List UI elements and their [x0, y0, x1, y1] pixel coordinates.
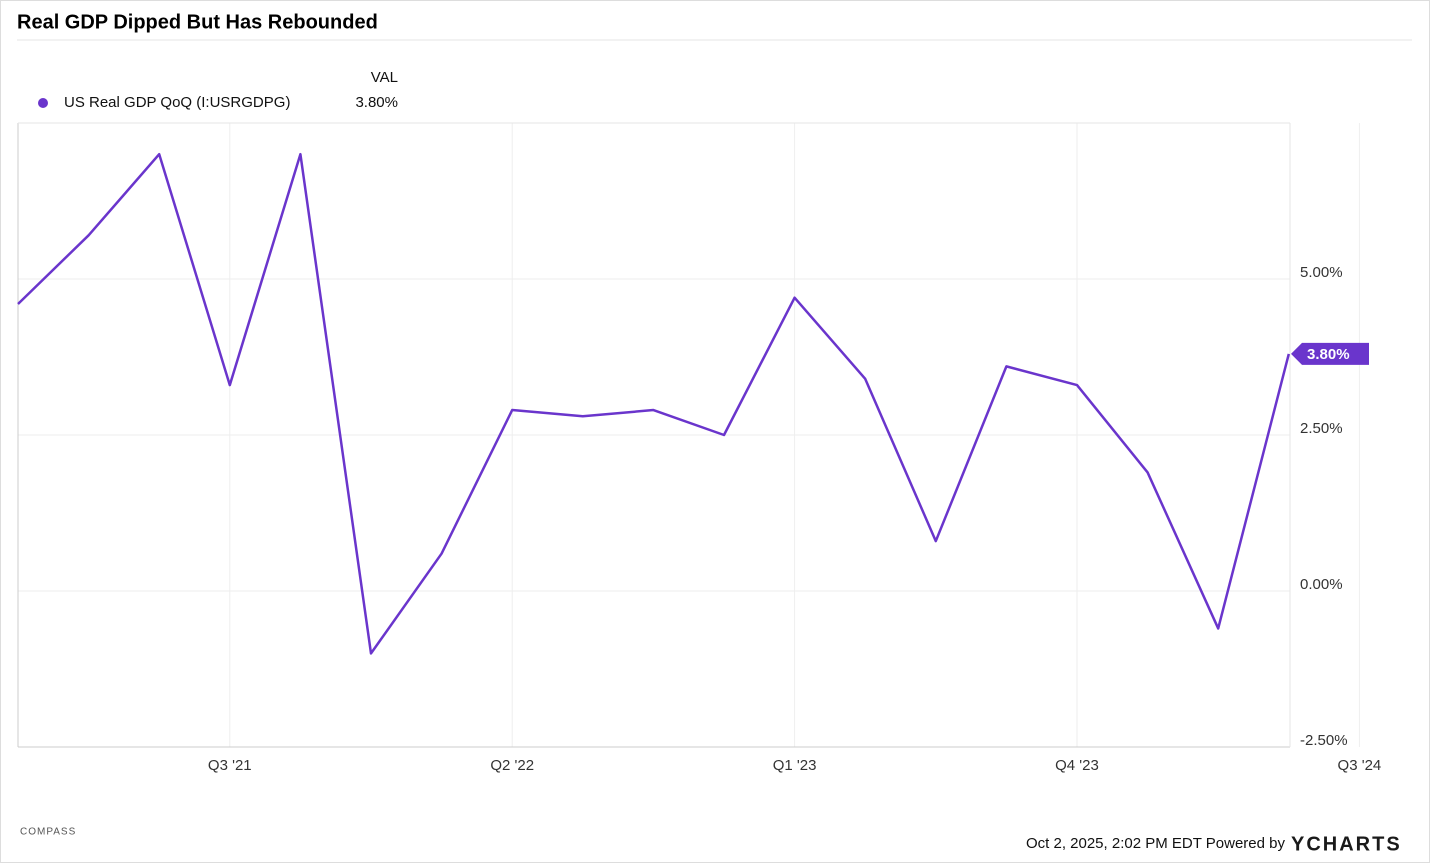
watermark: COMPASS [20, 827, 76, 838]
value-badge [1291, 342, 1369, 365]
legend-marker [38, 98, 48, 108]
chart-title: Real GDP Dipped But Has Rebounded [17, 11, 378, 33]
legend-label: US Real GDP QoQ (I:USRGDPG) [64, 94, 290, 111]
x-tick-label: Q2 '22 [490, 757, 534, 774]
footer: Oct 2, 2025, 2:02 PM EDT Powered by [1026, 835, 1286, 852]
x-tick-label: Q4 '23 [1055, 757, 1099, 774]
x-tick-label: Q1 '23 [773, 757, 817, 774]
y-tick-label: 0.00% [1300, 576, 1343, 593]
value-label: 3.80% [1307, 346, 1350, 363]
data-line [17, 152, 1291, 655]
y-tick-label: 2.50% [1300, 420, 1343, 437]
legend-value: 3.80% [355, 94, 398, 111]
legend-header: VAL [371, 69, 398, 86]
x-tick-label: Q3 '24 [1338, 757, 1382, 774]
y-tick-label: 5.00% [1300, 264, 1343, 281]
y-tick-label: -2.50% [1300, 732, 1348, 749]
brand: YCHARTS [1291, 833, 1402, 855]
x-tick-label: Q3 '21 [208, 757, 252, 774]
